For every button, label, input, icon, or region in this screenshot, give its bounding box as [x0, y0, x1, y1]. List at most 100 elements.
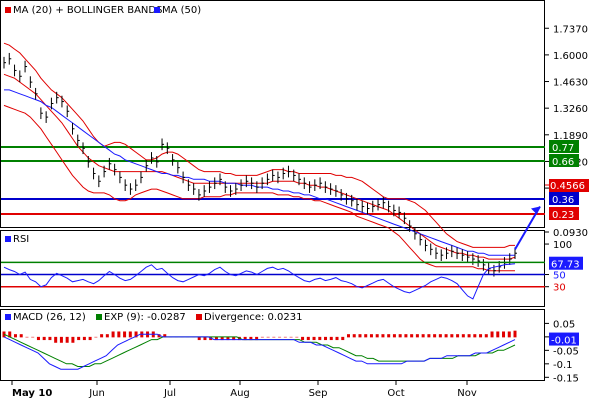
divergence-bar — [42, 336, 46, 341]
divergence-bar — [444, 334, 448, 338]
macd-panel-frame — [0, 309, 545, 381]
divergence-bar — [117, 331, 121, 338]
rsi-y-tick-label: 30 — [553, 283, 566, 294]
rsi-y-tick-label: 50 — [553, 271, 566, 282]
x-axis-label: Aug — [230, 388, 250, 399]
price-y-tick-label: 1.1890 — [553, 131, 588, 142]
price-level-label: 0.36 — [552, 195, 574, 206]
divergence-bar — [77, 336, 81, 341]
divergence-bar — [398, 334, 402, 338]
divergence-bar — [415, 334, 419, 338]
divergence-bar — [54, 336, 58, 343]
chart-marks: 1.73701.60001.46301.32601.18901.05200.91… — [1, 24, 589, 399]
macd-last-label: -0.01 — [551, 336, 577, 347]
divergence-bar — [163, 334, 167, 338]
divergence-bar — [105, 334, 109, 338]
divergence-bar — [341, 336, 345, 341]
divergence-bar — [467, 334, 471, 338]
divergence-bar — [375, 334, 379, 338]
divergence-bar — [226, 336, 230, 341]
divergence-bar — [13, 334, 17, 338]
divergence-bar — [266, 336, 270, 338]
macd-line — [3, 333, 516, 370]
price-panel-frame — [0, 0, 545, 228]
legend-swatch-rsi — [5, 236, 11, 242]
divergence-bar — [8, 331, 12, 338]
macd-y-tick-label: 0.05 — [553, 319, 575, 330]
divergence-bar — [335, 336, 339, 341]
divergence-bar — [111, 331, 115, 338]
macd-legend: MACD (26, 12) EXP (9): -0.0287 Divergenc… — [5, 312, 303, 323]
legend-swatch-exp — [96, 314, 102, 320]
legend-swatch-macd — [5, 314, 11, 320]
rsi-last-label: 67.73 — [551, 260, 580, 271]
divergence-bar — [329, 336, 333, 341]
divergence-bar — [255, 336, 259, 341]
price-legend: MA (20) + BOLLINGER BANDS MA (50) — [5, 5, 201, 16]
last-price-badge — [549, 179, 589, 192]
divergence-bar — [421, 334, 425, 338]
bollinger-upper-line — [3, 42, 515, 248]
macd-last-badge — [549, 332, 579, 346]
divergence-bar — [25, 336, 29, 338]
divergence-bar — [427, 334, 431, 338]
price-level-badge — [549, 192, 579, 205]
forecast-arrow-head — [531, 206, 540, 215]
price-level-label: 0.23 — [552, 210, 574, 221]
x-axis-label: Sep — [309, 388, 328, 399]
last-price-label: 0.4566 — [550, 181, 585, 192]
divergence-bar — [352, 334, 356, 338]
divergence-bar — [490, 331, 494, 338]
divergence-bar — [71, 336, 75, 343]
ma20-line — [3, 73, 516, 260]
divergence-bar — [94, 336, 98, 338]
legend-label-ma20: MA (20) + BOLLINGER BANDS — [13, 5, 162, 16]
divergence-bar — [410, 334, 414, 338]
legend-swatch-divergence — [196, 314, 202, 320]
legend-label-divergence: Divergence: 0.0231 — [204, 312, 303, 323]
x-axis-label: Jul — [163, 388, 176, 399]
macd-y-tick-label: -0.1 — [553, 360, 573, 371]
price-y-tick-label: 1.6000 — [553, 51, 588, 62]
divergence-bar — [289, 336, 293, 338]
legend-swatch-ma20 — [5, 7, 11, 13]
divergence-bar — [484, 334, 488, 338]
legend-swatch-ma50 — [154, 7, 160, 13]
price-level-label: 0.66 — [552, 157, 574, 168]
divergence-bar — [123, 331, 127, 338]
rsi-panel-frame — [0, 230, 545, 307]
divergence-bar — [48, 336, 52, 341]
divergence-bar — [318, 336, 322, 341]
divergence-bar — [249, 336, 253, 341]
x-axis-label: Oct — [387, 388, 404, 399]
price-level-badge — [549, 207, 579, 220]
divergence-bar — [283, 336, 287, 338]
divergence-bar — [392, 334, 396, 338]
ma50-line — [4, 89, 515, 256]
bollinger-lower-line — [3, 104, 515, 272]
divergence-bar — [203, 336, 207, 341]
divergence-bar — [128, 331, 132, 338]
x-axis-label: Jun — [88, 388, 105, 399]
divergence-bar — [502, 331, 506, 338]
divergence-bar — [358, 334, 362, 338]
rsi-y-tick-label: 100 — [553, 240, 572, 251]
divergence-bar — [479, 334, 483, 338]
divergence-bar — [346, 334, 350, 338]
divergence-bar — [433, 334, 437, 338]
divergence-bar — [232, 336, 236, 341]
divergence-bar — [100, 334, 104, 338]
divergence-bar — [404, 334, 408, 338]
divergence-bar — [312, 336, 316, 341]
divergence-bar — [381, 334, 385, 338]
divergence-bar — [473, 334, 477, 338]
divergence-bar — [456, 334, 460, 338]
forecast-arrow-shaft — [514, 206, 541, 250]
divergence-bar — [438, 334, 442, 338]
divergence-bar — [295, 336, 299, 338]
x-axis-label: May 10 — [12, 388, 52, 399]
divergence-bar — [324, 336, 328, 341]
divergence-bar — [65, 336, 69, 343]
legend-label-ma50: MA (50) — [162, 5, 201, 16]
